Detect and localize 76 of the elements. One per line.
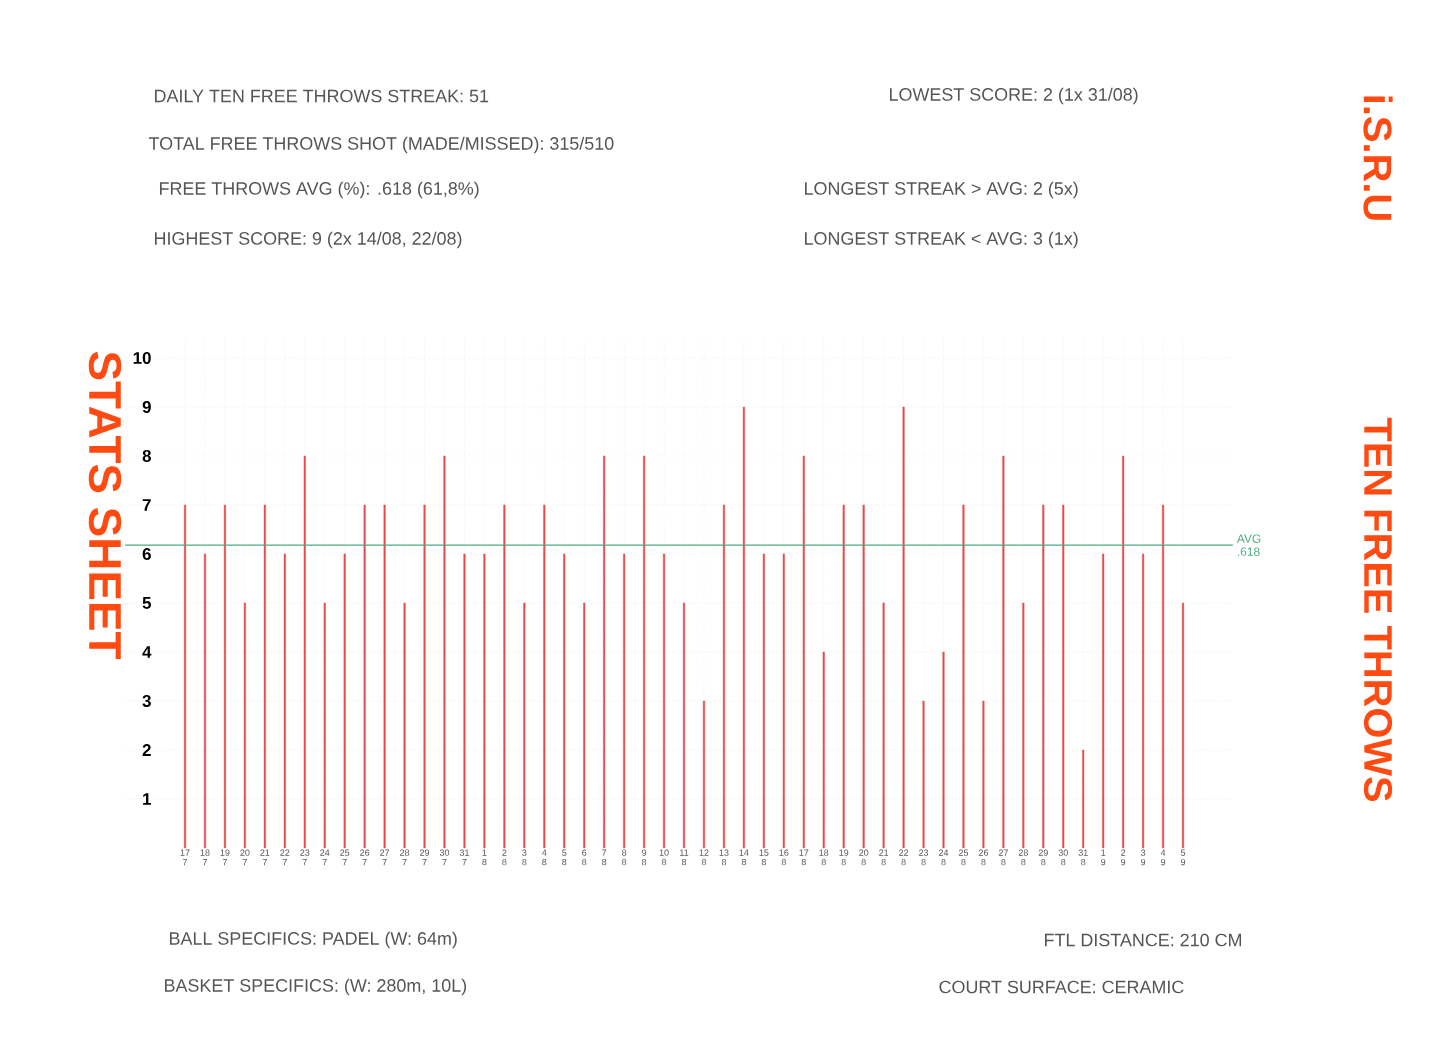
y-tick-label: 9 bbox=[142, 400, 151, 413]
x-tick-label: 20 8 bbox=[859, 849, 869, 866]
text: STATS SHEET bbox=[88, 351, 122, 659]
x-tick-label: 26 7 bbox=[360, 849, 370, 866]
x-tick-label: 29 7 bbox=[420, 849, 430, 866]
x-tick-label: 19 8 bbox=[839, 849, 849, 866]
x-tick-label: 25 7 bbox=[340, 849, 350, 866]
x-tick-label: 31 8 bbox=[1078, 849, 1088, 866]
text: LONGEST STREAK < AVG: 3 (1x) bbox=[805, 231, 1078, 249]
x-tick-label: 28 8 bbox=[1018, 849, 1028, 866]
x-tick-label: 12 8 bbox=[699, 849, 709, 866]
text: HIGHEST SCORE: 9 (2x 14/08, 22/08) bbox=[154, 231, 462, 249]
x-tick-label: 1 8 bbox=[482, 849, 487, 866]
x-tick-label: 30 7 bbox=[439, 849, 450, 866]
y-tick-label: 2 bbox=[142, 744, 151, 756]
y-tick-label: 8 bbox=[142, 449, 151, 462]
x-tick-label: 21 8 bbox=[879, 849, 889, 866]
x-tick-label: 26 8 bbox=[978, 849, 989, 866]
x-tick-label: 20 7 bbox=[240, 849, 250, 866]
text: BALL SPECIFICS: PADEL (W: 64m) bbox=[169, 931, 457, 949]
y-tick-label: 10 bbox=[133, 351, 151, 364]
x-tick-label: 17 7 bbox=[180, 849, 190, 866]
x-tick-label: 1 9 bbox=[1101, 849, 1106, 866]
x-tick-label: 18 7 bbox=[200, 849, 210, 866]
x-tick-label: 23 8 bbox=[919, 849, 929, 866]
x-tick-label: 24 7 bbox=[320, 849, 330, 866]
x-tick-label: 27 8 bbox=[998, 849, 1008, 866]
x-tick-label: 6 8 bbox=[582, 849, 587, 866]
x-tick-label: 18 8 bbox=[819, 849, 829, 866]
text: FTL DISTANCE: 210 CM bbox=[1045, 933, 1242, 947]
text: LONGEST STREAK > AVG: 2 (5x) bbox=[805, 181, 1078, 199]
y-tick-label: 6 bbox=[142, 547, 151, 560]
x-tick-label: 22 8 bbox=[899, 849, 909, 866]
x-tick-label: 28 7 bbox=[400, 849, 410, 866]
x-tick-label: 14 8 bbox=[739, 849, 749, 866]
y-tick-label: 3 bbox=[142, 694, 151, 707]
x-tick-label: 9 8 bbox=[641, 849, 647, 866]
text: LOWEST SCORE: 2 (1x 31/08) bbox=[890, 87, 1138, 105]
x-tick-label: 4 9 bbox=[1160, 849, 1166, 866]
text: DAILY TEN FREE THROWS STREAK: 51 bbox=[154, 89, 489, 103]
y-tick-label: 5 bbox=[142, 597, 152, 609]
x-tick-label: 7 8 bbox=[602, 849, 607, 866]
x-tick-label: 2 8 bbox=[502, 849, 507, 866]
x-tick-label: 17 8 bbox=[799, 849, 809, 866]
x-tick-label: 31 7 bbox=[459, 849, 469, 866]
y-tick-label: 1 bbox=[143, 793, 152, 805]
ref-line-label: AVG .618 bbox=[1236, 534, 1261, 556]
y-tick-label: 4 bbox=[142, 646, 152, 658]
x-tick-label: 3 8 bbox=[522, 849, 527, 866]
x-tick-label: 23 7 bbox=[300, 849, 310, 866]
x-tick-label: 5 8 bbox=[562, 849, 567, 866]
x-tick-label: 27 7 bbox=[380, 849, 390, 866]
text: BASKET SPECIFICS: (W: 280m, 10L) bbox=[164, 978, 467, 996]
x-tick-label: 11 8 bbox=[680, 849, 689, 866]
x-tick-label: 2 9 bbox=[1121, 849, 1126, 866]
x-tick-label: 15 8 bbox=[759, 849, 769, 866]
x-tick-label: 3 9 bbox=[1140, 849, 1146, 866]
text: i.S.R.U bbox=[1363, 96, 1393, 220]
x-tick-label: 24 8 bbox=[938, 849, 949, 866]
x-tick-label: 4 8 bbox=[542, 849, 547, 866]
x-tick-label: 19 7 bbox=[220, 849, 230, 866]
text: TOTAL FREE THROWS SHOT (MADE/MISSED): 315/510 bbox=[148, 136, 614, 154]
x-tick-label: 13 8 bbox=[719, 849, 729, 866]
y-tick-label: 7 bbox=[142, 499, 151, 511]
x-tick-label: 21 7 bbox=[260, 849, 270, 866]
x-tick-label: 30 8 bbox=[1058, 849, 1068, 866]
text: COURT SURFACE: CERAMIC bbox=[939, 980, 1184, 994]
x-tick-label: 5 9 bbox=[1180, 849, 1186, 866]
x-tick-label: 29 8 bbox=[1038, 849, 1048, 866]
x-tick-label: 8 8 bbox=[622, 849, 627, 866]
x-tick-label: 22 7 bbox=[280, 849, 290, 866]
x-tick-label: 16 8 bbox=[779, 849, 789, 866]
x-tick-label: 25 8 bbox=[958, 849, 969, 866]
text: TEN FREE THROWS bbox=[1363, 417, 1393, 802]
x-tick-label: 10 8 bbox=[659, 849, 669, 866]
text: FREE THROWS AVG (%): .618 (61,8%) bbox=[159, 181, 479, 199]
